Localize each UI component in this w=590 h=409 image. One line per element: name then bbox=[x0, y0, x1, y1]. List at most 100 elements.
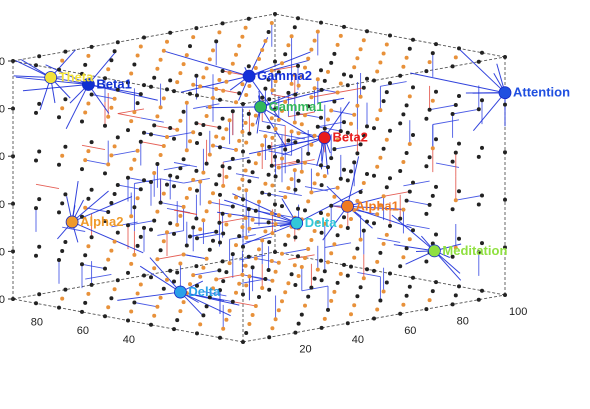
lattice-point bbox=[480, 241, 484, 246]
lattice-point bbox=[326, 212, 330, 217]
lattice-point bbox=[246, 16, 251, 21]
lattice-point bbox=[303, 113, 307, 118]
lattice-point bbox=[220, 164, 225, 169]
lattice-point bbox=[361, 133, 366, 138]
lattice-point bbox=[267, 97, 272, 102]
lattice-point bbox=[201, 265, 206, 270]
y-tick-label: 80 bbox=[31, 317, 43, 329]
lattice-edge bbox=[219, 217, 246, 224]
lattice-edge bbox=[288, 111, 315, 118]
lattice-point bbox=[211, 143, 215, 148]
lattice-point bbox=[407, 237, 412, 242]
lattice-point bbox=[273, 126, 278, 131]
lattice-point bbox=[322, 174, 327, 179]
lattice-point bbox=[342, 215, 346, 220]
lattice-point bbox=[283, 99, 288, 104]
lattice-point bbox=[352, 255, 357, 260]
lattice-point bbox=[188, 186, 192, 191]
lattice-point bbox=[365, 172, 369, 176]
lattice-point bbox=[404, 293, 409, 298]
node-edge bbox=[88, 51, 117, 85]
lattice-point bbox=[404, 103, 409, 108]
lattice-point bbox=[188, 91, 192, 96]
lattice-point bbox=[404, 55, 409, 60]
lattice-point bbox=[34, 206, 38, 211]
lattice-edge bbox=[314, 87, 338, 93]
lattice-point bbox=[198, 227, 203, 232]
lattice-point bbox=[352, 303, 357, 308]
lattice-point bbox=[381, 241, 386, 246]
lattice-point bbox=[398, 73, 403, 78]
lattice-point bbox=[375, 307, 380, 312]
lattice-point bbox=[273, 222, 278, 227]
lattice-point bbox=[453, 245, 458, 250]
lattice-point bbox=[372, 126, 376, 131]
lattice-point bbox=[407, 94, 412, 99]
lattice-point bbox=[319, 278, 324, 283]
lattice-point bbox=[338, 81, 343, 86]
lattice-edge bbox=[91, 94, 115, 100]
lattice-point bbox=[57, 305, 61, 310]
lattice-point bbox=[165, 87, 169, 92]
lattice-point bbox=[218, 335, 222, 340]
lattice-point bbox=[306, 294, 311, 299]
lattice-point bbox=[296, 159, 300, 164]
lattice-point bbox=[246, 64, 251, 69]
lattice-edge bbox=[216, 88, 240, 94]
lattice-point bbox=[269, 68, 274, 73]
lattice-point bbox=[299, 312, 304, 317]
lattice-point bbox=[322, 316, 327, 321]
lattice-point bbox=[335, 138, 340, 143]
lattice-point bbox=[80, 262, 84, 267]
lattice-point bbox=[312, 133, 317, 138]
lattice-point bbox=[241, 340, 245, 344]
lattice-point bbox=[194, 168, 199, 173]
lattice-point bbox=[178, 261, 183, 266]
lattice-point bbox=[296, 63, 300, 68]
lattice-point bbox=[349, 74, 353, 79]
lattice-point bbox=[86, 53, 91, 58]
lattice-point bbox=[221, 326, 226, 331]
lattice-point bbox=[142, 225, 146, 230]
lattice-point bbox=[289, 81, 294, 86]
lattice-point bbox=[234, 243, 238, 248]
lattice-point bbox=[217, 268, 222, 273]
node-delta bbox=[173, 285, 187, 299]
lattice-point bbox=[204, 66, 209, 71]
lattice-point bbox=[129, 309, 134, 314]
lattice-point bbox=[211, 96, 215, 100]
node-beta2 bbox=[318, 131, 331, 145]
lattice-point bbox=[227, 213, 232, 218]
lattice-point bbox=[332, 289, 337, 294]
node-edge bbox=[88, 83, 140, 95]
lattice-point bbox=[434, 280, 438, 285]
lattice-point bbox=[217, 78, 222, 82]
node-edge bbox=[248, 75, 281, 121]
lattice-point bbox=[181, 109, 186, 114]
lattice-point bbox=[106, 305, 111, 310]
lattice-point bbox=[103, 314, 107, 319]
lattice-point bbox=[175, 80, 180, 85]
lattice-point bbox=[292, 263, 297, 268]
node-edge bbox=[249, 137, 325, 155]
lattice-point bbox=[234, 52, 238, 57]
lattice-point bbox=[240, 82, 245, 87]
node-edge bbox=[224, 199, 297, 224]
lattice-edge bbox=[203, 291, 227, 297]
lattice-point bbox=[221, 136, 226, 141]
lattice-edge bbox=[403, 180, 430, 187]
lattice-point bbox=[218, 288, 222, 293]
lattice-point bbox=[270, 183, 275, 188]
lattice-edge bbox=[232, 301, 256, 307]
lattice-point bbox=[115, 183, 120, 187]
lattice-edge bbox=[271, 65, 299, 72]
lattice-point bbox=[355, 246, 360, 251]
lattice-edge bbox=[383, 191, 410, 197]
lattice-point bbox=[411, 180, 415, 185]
lattice-point bbox=[309, 47, 314, 52]
lattice-point bbox=[227, 308, 232, 313]
node-label-alpha2: Alpha2 bbox=[80, 214, 123, 229]
node-edge bbox=[282, 137, 325, 156]
lattice-point bbox=[158, 105, 163, 110]
